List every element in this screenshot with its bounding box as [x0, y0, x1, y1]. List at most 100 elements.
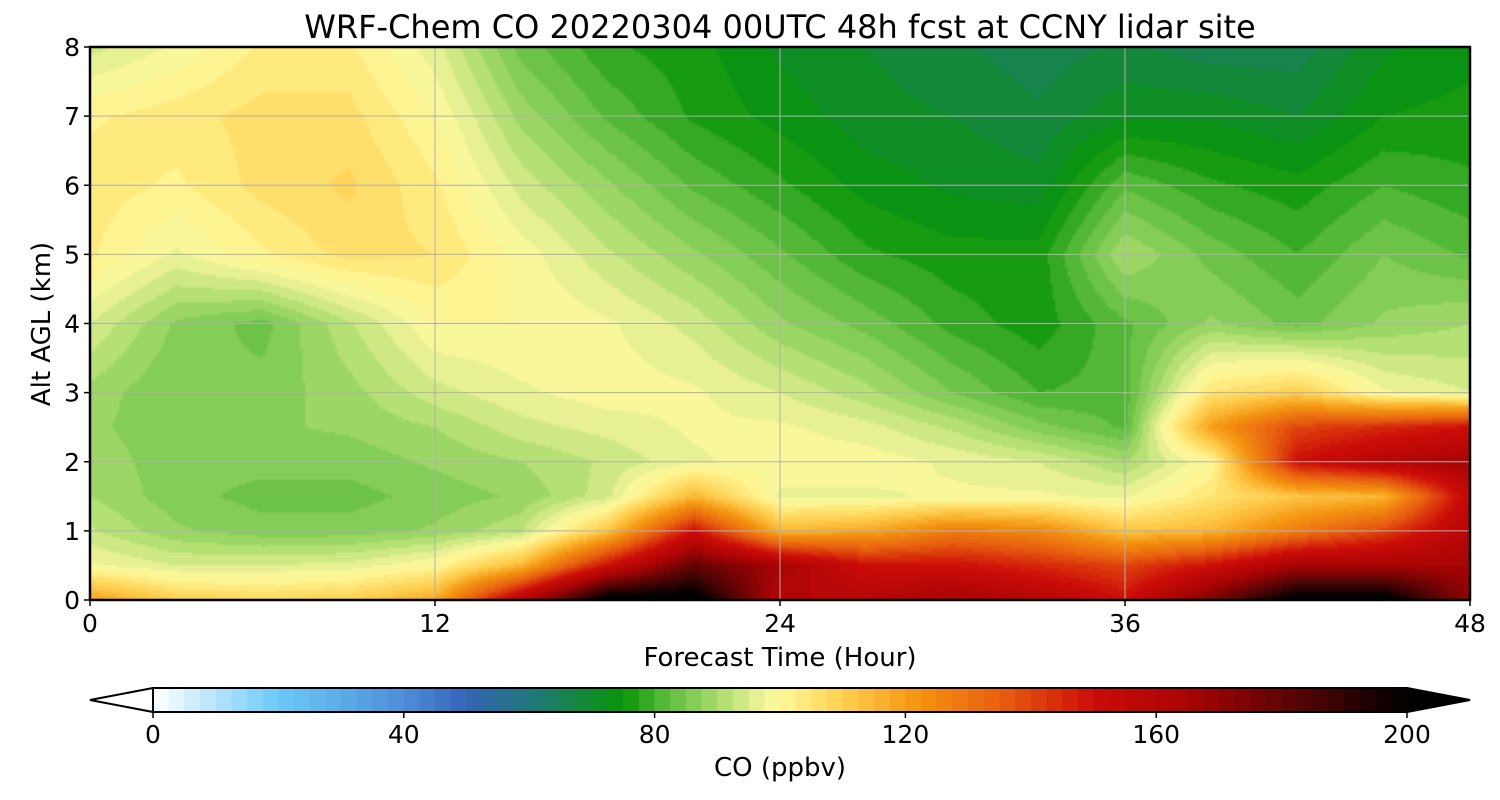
- grid-lines: [90, 47, 1470, 600]
- colorbar-bin: [748, 688, 765, 712]
- colorbar-tick-label: 200: [1383, 720, 1431, 749]
- colorbar-bin: [544, 688, 562, 712]
- colorbar-bin: [983, 688, 1001, 712]
- colorbar-bin: [215, 688, 232, 712]
- colorbar-bin: [842, 688, 859, 712]
- colorbar-bin: [1124, 688, 1142, 712]
- y-tick-label: 8: [64, 33, 80, 62]
- colorbar-bin: [1250, 688, 1267, 712]
- y-tick-label: 5: [64, 240, 80, 269]
- colorbar-bin: [419, 688, 436, 712]
- colorbar-bin: [889, 688, 906, 712]
- colorbar-bin: [795, 688, 812, 712]
- x-tick-label: 48: [1454, 609, 1486, 638]
- colorbar-frame: [152, 687, 1408, 713]
- colorbar-bin: [513, 688, 530, 712]
- colorbar-bin: [1297, 688, 1314, 712]
- colorbar-bin: [262, 688, 279, 712]
- colorbar-bin: [732, 688, 750, 712]
- colorbar-bin: [278, 688, 295, 712]
- chart-title: WRF-Chem CO 20220304 00UTC 48h fcst at C…: [304, 8, 1255, 46]
- colorbar-bin: [450, 688, 468, 712]
- x-tick-label: 12: [419, 609, 451, 638]
- colorbar-bin: [1109, 688, 1126, 712]
- colorbar-bin: [1156, 688, 1173, 712]
- colorbar: 0 40 80 120 160 200 CO (ppbv): [89, 686, 1471, 783]
- colorbar-bin: [858, 688, 875, 712]
- colorbar-bin: [1359, 688, 1377, 712]
- colorbar-tick-label: 120: [882, 720, 930, 749]
- y-axis-label: Alt AGL (km): [27, 242, 57, 406]
- x-axis-label: Forecast Time (Hour): [643, 643, 916, 673]
- colorbar-bin: [1203, 688, 1220, 712]
- colorbar-bin: [168, 688, 185, 712]
- colorbar-ticks: 0 40 80 120 160 200: [145, 712, 1431, 749]
- colorbar-bin: [466, 688, 483, 712]
- colorbar-bin: [153, 688, 170, 712]
- colorbar-bin: [591, 688, 609, 712]
- colorbar-bin: [341, 688, 358, 712]
- colorbar-bin: [435, 688, 452, 712]
- y-tick-label: 6: [64, 171, 80, 200]
- colorbar-bin: [717, 688, 734, 712]
- colorbar-tick-label: 160: [1132, 720, 1180, 749]
- colorbar-bin: [1187, 688, 1204, 712]
- colorbar-bin: [356, 688, 374, 712]
- colorbar-bin: [936, 688, 954, 712]
- colorbar-over-arrow: [1406, 686, 1471, 714]
- colorbar-bin: [325, 688, 342, 712]
- colorbar-bin: [403, 688, 421, 712]
- colorbar-tick-label: 0: [145, 720, 161, 749]
- colorbar-bin: [968, 688, 985, 712]
- colorbar-bin: [388, 688, 405, 712]
- colorbar-bin: [1375, 688, 1392, 712]
- colorbar-bin: [607, 688, 624, 712]
- colorbar-bin: [701, 688, 718, 712]
- colorbar-bin: [811, 688, 828, 712]
- x-axis-ticks: 0 12 24 36 48: [82, 600, 1486, 638]
- x-tick-label: 24: [764, 609, 796, 638]
- colorbar-bin: [1234, 688, 1251, 712]
- colorbar-tick-label: 40: [388, 720, 420, 749]
- colorbar-bin: [764, 688, 781, 712]
- colorbar-bin: [780, 688, 797, 712]
- colorbar-bin: [576, 688, 593, 712]
- colorbar-bin: [482, 688, 499, 712]
- colorbar-bin: [685, 688, 703, 712]
- colorbar-bin: [560, 688, 577, 712]
- x-tick-label: 36: [1109, 609, 1141, 638]
- colorbar-bin: [1046, 688, 1063, 712]
- y-tick-label: 7: [64, 102, 80, 131]
- colorbar-bin: [529, 688, 546, 712]
- colorbar-bin: [247, 688, 264, 712]
- plot-area: [88, 45, 1472, 602]
- colorbar-bin: [1344, 688, 1361, 712]
- colorbar-bin: [654, 688, 671, 712]
- colorbar-bin: [1328, 688, 1345, 712]
- colorbar-bin: [670, 688, 687, 712]
- y-tick-label: 3: [64, 379, 80, 408]
- colorbar-bin: [1218, 688, 1236, 712]
- colorbar-bin: [294, 688, 311, 712]
- colorbar-bin: [638, 688, 656, 712]
- colorbar-bin: [1171, 688, 1189, 712]
- colorbar-bin: [1093, 688, 1110, 712]
- colorbar-bin: [231, 688, 248, 712]
- colorbar-bin: [497, 688, 515, 712]
- colorbar-bin: [921, 688, 938, 712]
- x-tick-label: 0: [82, 609, 98, 638]
- colorbar-bin: [874, 688, 891, 712]
- y-tick-label: 2: [64, 448, 80, 477]
- colorbar-bin: [1030, 688, 1048, 712]
- colorbar-bin: [372, 688, 389, 712]
- colorbar-bin: [1312, 688, 1330, 712]
- colorbar-label: CO (ppbv): [714, 753, 846, 783]
- y-tick-label: 0: [64, 586, 80, 615]
- colorbar-bin: [1265, 688, 1283, 712]
- colorbar-bin: [1391, 688, 1408, 712]
- colorbar-under-arrow: [89, 686, 154, 714]
- colorbar-bin: [952, 688, 969, 712]
- y-tick-label: 1: [64, 517, 80, 546]
- colorbar-bin: [184, 688, 201, 712]
